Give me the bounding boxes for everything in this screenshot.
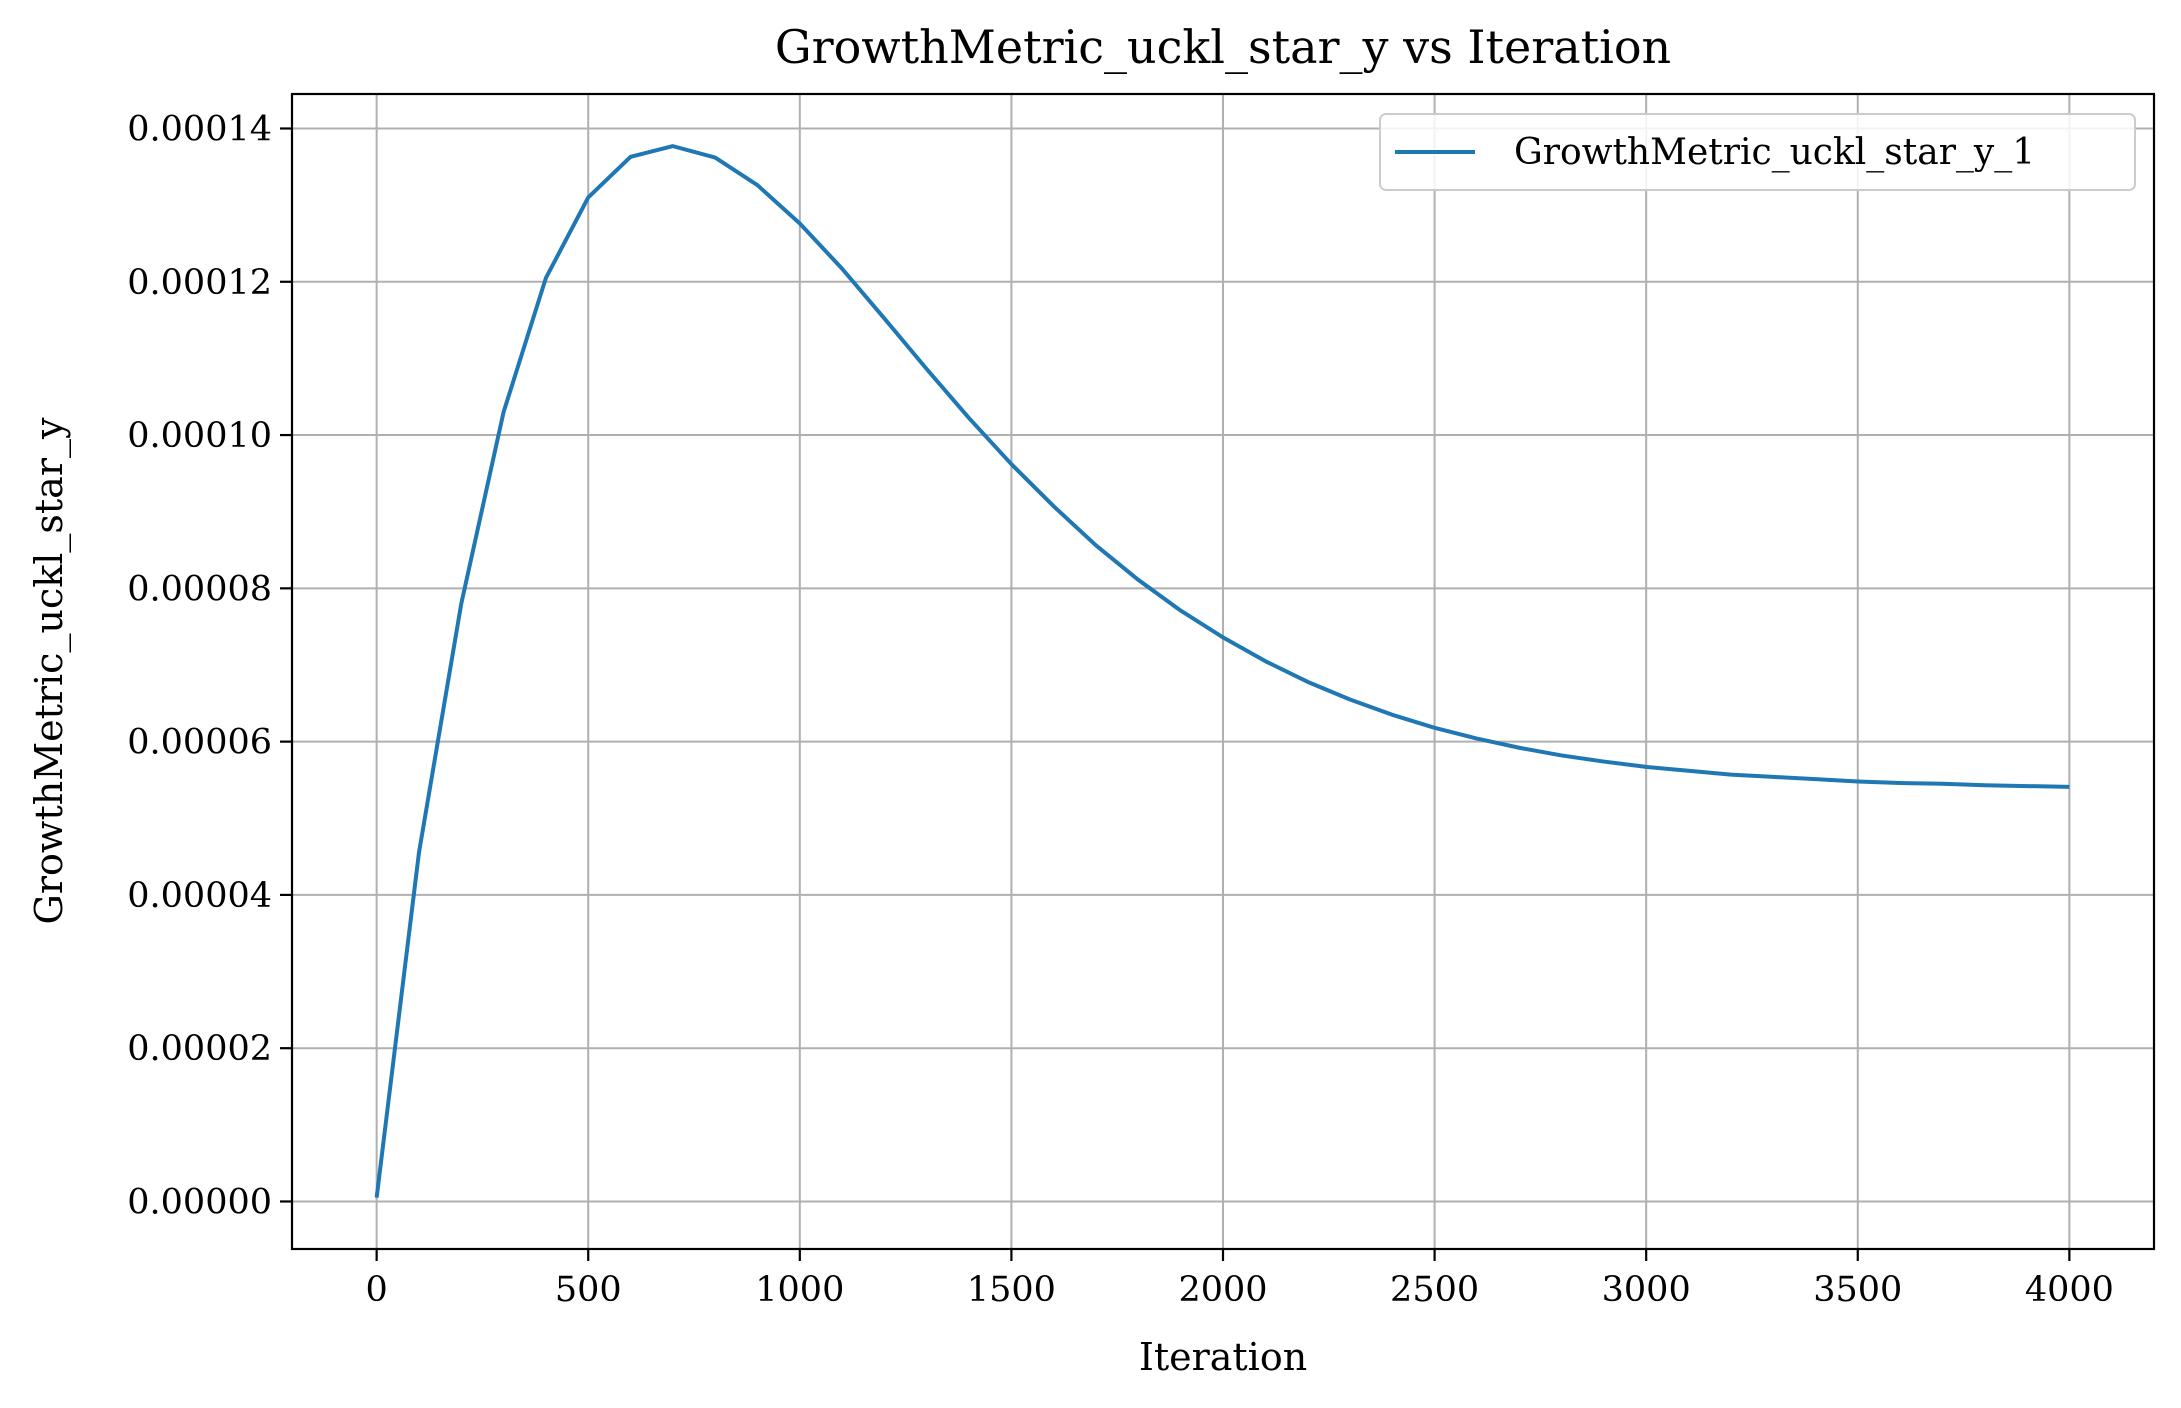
y-tick-label: 0.00014 [127,109,272,149]
x-tick-label: 2500 [1390,1270,1479,1310]
y-tick-label: 0.00010 [127,416,272,456]
y-axis: 0.00000 0.00002 0.00004 0.00006 0.00008 0.000… [127,109,292,1222]
x-tick-label: 4000 [2025,1270,2114,1310]
x-tick-label: 3000 [1602,1270,1691,1310]
series-line [374,144,2070,1198]
y-tick-label: 0.00006 [127,723,272,763]
x-axis-label: Iteration [1139,1335,1307,1379]
y-tick-label: 0.00000 [127,1182,272,1222]
y-axis-label: GrowthMetric_uckl_star_y [27,417,72,924]
x-tick-label: 1000 [755,1270,844,1310]
x-tick-label: 0 [365,1270,387,1310]
x-tick-label: 500 [555,1270,622,1310]
y-tick-label: 0.00012 [127,263,272,303]
y-tick-label: 0.00008 [127,569,272,609]
y-tick-label: 0.00004 [127,876,272,916]
y-tick-label: 0.00002 [127,1029,272,1069]
x-tick-label: 3500 [1813,1270,1902,1310]
chart-title: GrowthMetric_uckl_star_y vs Iteration [775,20,1671,74]
legend-box [1379,113,2136,191]
x-axis: 0 500 1000 1500 2000 2500 3000 3500 4000 [365,1249,2114,1310]
grid-layer [292,94,2154,1249]
legend-label: GrowthMetric_uckl_star_y_1 [1514,132,2035,173]
series-layer [374,144,2070,1198]
x-tick-label: 1500 [967,1270,1056,1310]
x-tick-label: 2000 [1178,1270,1267,1310]
legend: GrowthMetric_uckl_star_y_1 [1379,113,2136,191]
